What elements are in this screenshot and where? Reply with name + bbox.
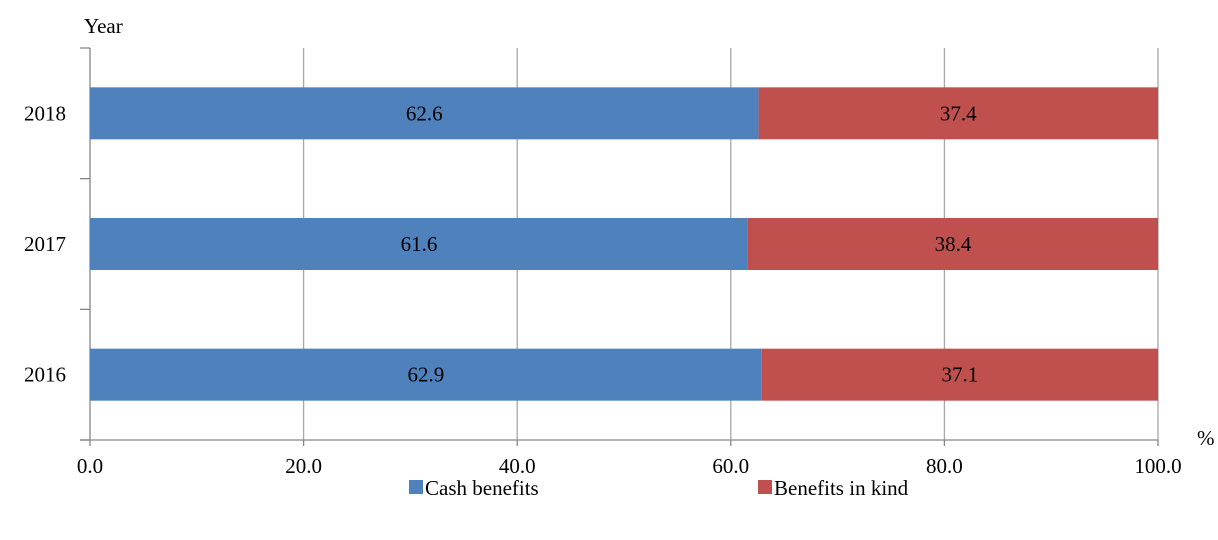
axes: 0.0 20.0 40.0 60.0 80.0 100.0 2018 2017 2016 [24, 47, 1182, 478]
legend-label: Benefits in kind [774, 476, 909, 500]
legend-swatch [409, 480, 423, 494]
bar-segment-benefits-in-kind [758, 87, 1158, 140]
bar-segment-benefits-in-kind [747, 218, 1158, 270]
bar-segment-cash-benefits [90, 348, 762, 401]
bar-data-label: 38.4 [935, 232, 972, 256]
x-tick-label: 60.0 [712, 454, 749, 478]
x-axis-title: % [1197, 426, 1215, 450]
data-labels: 62.6 37.4 61.6 38.4 62.9 37.1 [401, 101, 979, 386]
bar-data-label: 61.6 [401, 232, 438, 256]
bar-data-label: 37.4 [940, 101, 977, 125]
y-category-label: 2016 [24, 363, 66, 387]
y-axis-title: Year [84, 14, 123, 38]
y-category-label: 2018 [24, 101, 66, 125]
x-tick-label: 0.0 [77, 454, 103, 478]
x-tick-label: 100.0 [1134, 454, 1181, 478]
bar-data-label: 37.1 [942, 363, 979, 387]
x-tick-label: 20.0 [285, 454, 322, 478]
y-category-label: 2017 [24, 232, 66, 256]
bar-segment-cash-benefits [90, 87, 759, 140]
x-tick-label: 40.0 [499, 454, 536, 478]
bar-data-label: 62.9 [408, 363, 445, 387]
bars [90, 87, 1158, 401]
legend-swatch [758, 480, 772, 494]
bar-segment-benefits-in-kind [761, 348, 1158, 401]
legend-label: Cash benefits [425, 476, 539, 500]
bar-segment-cash-benefits [90, 218, 748, 270]
x-tick-label: 80.0 [926, 454, 963, 478]
legend: Cash benefits Benefits in kind [409, 476, 909, 500]
bar-data-label: 62.6 [406, 101, 443, 125]
